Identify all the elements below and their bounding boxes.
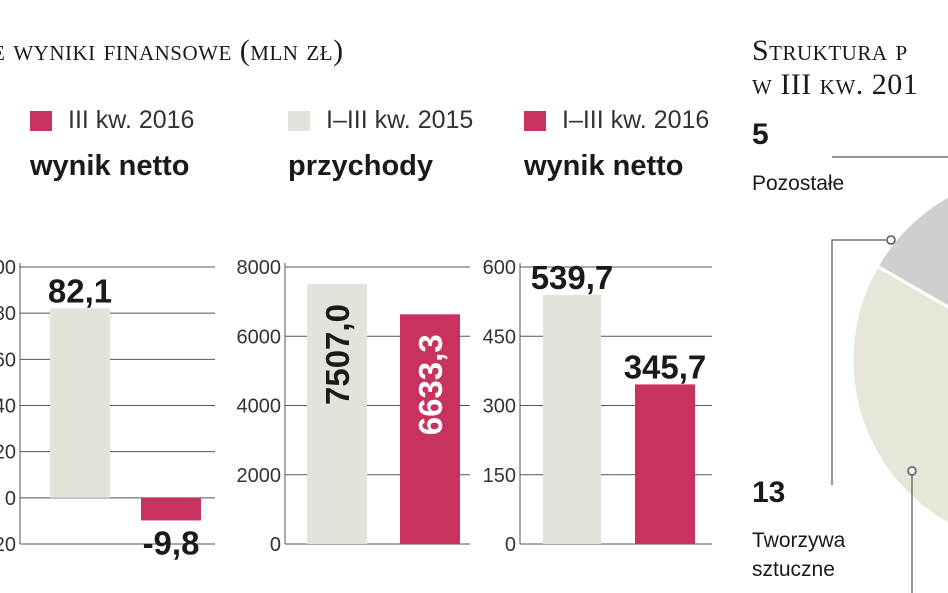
y-tick-label: 300 (483, 396, 516, 418)
pie-label-tworzywa-2: sztuczne (752, 558, 835, 581)
y-tick-label: 80 (0, 303, 16, 325)
bar (50, 308, 110, 498)
data-label: 345,7 (624, 348, 707, 385)
pie-value-tworzywa: 13 (752, 476, 786, 509)
chart-title-right-2: w III kw. 201 (752, 68, 919, 101)
legend-label: I–III kw. 2016 (562, 106, 710, 134)
y-tick-label: 0 (270, 534, 281, 556)
y-tick-label: 20 (0, 442, 16, 464)
pie-slice-tworzywa (850, 263, 948, 526)
data-label: 7507,0 (319, 304, 356, 405)
y-tick-label: 6000 (237, 326, 282, 348)
chart-title-right-1: Struktura p (752, 34, 908, 67)
chart-title-net-1: wynik netto (30, 150, 190, 182)
data-label: 539,7 (531, 259, 614, 296)
bar (543, 294, 601, 544)
y-tick-label: 100 (0, 257, 16, 279)
y-tick-label: 40 (0, 396, 16, 418)
y-tick-label: 450 (483, 326, 516, 348)
legend-label: I–III kw. 2015 (326, 106, 474, 134)
y-tick-label: 2000 (237, 465, 282, 487)
pie-value-pozostale: 5 (752, 118, 769, 151)
y-tick-label: 150 (483, 465, 516, 487)
legend-item-3: I–III kw. 2016 (524, 106, 709, 135)
legend-item-1: III kw. 2016 (30, 106, 194, 135)
data-label: -9,8 (143, 524, 200, 561)
y-tick-label: 0 (505, 534, 516, 556)
bar (400, 314, 460, 544)
chart-title-net-2: wynik netto (524, 150, 684, 182)
legend-item-2: I–III kw. 2015 (288, 106, 473, 135)
y-tick-label: 600 (483, 257, 516, 279)
data-label: 82,1 (48, 272, 112, 309)
legend-swatch-magenta (30, 110, 52, 131)
bar (635, 384, 695, 544)
pie-slice-pozostale (875, 194, 948, 309)
y-tick-label: 60 (0, 349, 16, 371)
chart-title-revenue: przychody (288, 150, 434, 182)
chart-title-left: e wyniki finansowe (mln zł) (0, 34, 344, 67)
y-tick-label: 4000 (237, 396, 282, 418)
leader-line-tworzywa (831, 239, 886, 485)
legend-label: III kw. 2016 (68, 106, 195, 134)
pie-label-tworzywa-1: Tworzywa (752, 529, 846, 552)
y-tick-label: 0 (5, 488, 16, 510)
leader-dot (886, 235, 896, 245)
y-tick-label: 8000 (237, 257, 282, 279)
legend-swatch-grey (288, 110, 310, 131)
bar (307, 284, 367, 544)
leader-dot (907, 466, 917, 476)
data-label: 6633,3 (412, 334, 449, 435)
pie-label-pozostale: Pozostałe (752, 172, 845, 195)
y-tick-label: -20 (0, 534, 16, 556)
bar (141, 497, 201, 521)
legend-swatch-magenta (524, 110, 546, 131)
